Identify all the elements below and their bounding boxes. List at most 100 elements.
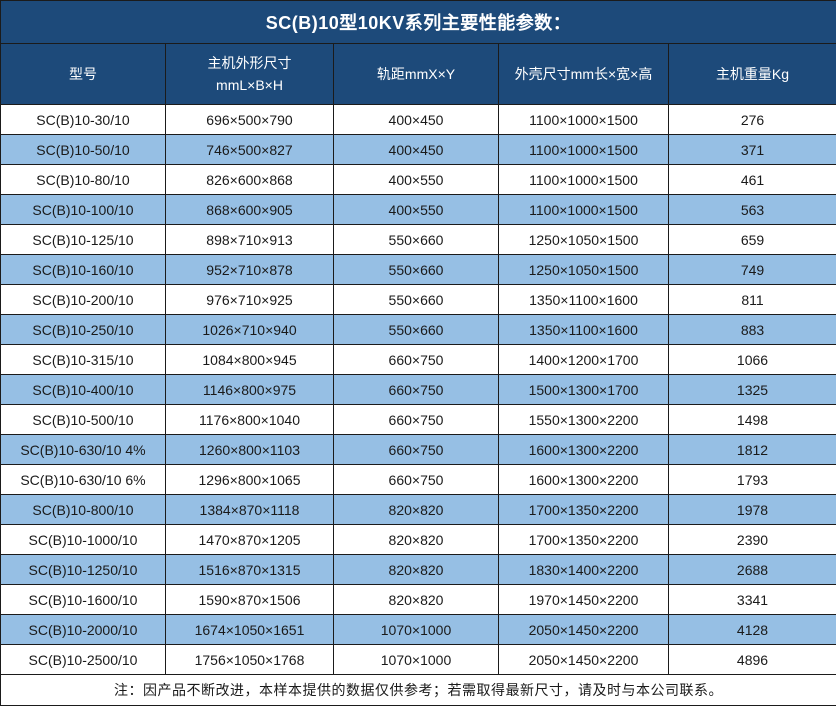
cell-rail-gauge: 400×550 — [334, 165, 499, 195]
cell-shell-dimensions: 1970×1450×2200 — [499, 585, 669, 615]
cell-model: SC(B)10-630/10 4% — [1, 435, 166, 465]
cell-host-weight: 4128 — [669, 615, 836, 645]
cell-host-weight: 883 — [669, 315, 836, 345]
cell-rail-gauge: 660×750 — [334, 465, 499, 495]
cell-host-dimensions: 952×710×878 — [166, 255, 334, 285]
table-row: SC(B)10-800/10 1384×870×1118 820×820 170… — [1, 495, 836, 525]
table-row: SC(B)10-630/10 4% 1260×800×1103 660×750 … — [1, 435, 836, 465]
cell-shell-dimensions: 2050×1450×2200 — [499, 645, 669, 675]
cell-model: SC(B)10-50/10 — [1, 135, 166, 165]
cell-rail-gauge: 400×450 — [334, 105, 499, 135]
cell-host-weight: 1812 — [669, 435, 836, 465]
cell-shell-dimensions: 1250×1050×1500 — [499, 255, 669, 285]
table-body: SC(B)10-30/10 696×500×790 400×450 1100×1… — [1, 105, 836, 675]
cell-host-weight: 1498 — [669, 405, 836, 435]
cell-model: SC(B)10-630/10 6% — [1, 465, 166, 495]
table-row: SC(B)10-630/10 6% 1296×800×1065 660×750 … — [1, 465, 836, 495]
cell-rail-gauge: 550×660 — [334, 255, 499, 285]
cell-model: SC(B)10-800/10 — [1, 495, 166, 525]
table-row: SC(B)10-1600/10 1590×870×1506 820×820 19… — [1, 585, 836, 615]
cell-rail-gauge: 1070×1000 — [334, 615, 499, 645]
cell-rail-gauge: 400×450 — [334, 135, 499, 165]
cell-shell-dimensions: 1600×1300×2200 — [499, 465, 669, 495]
table-row: SC(B)10-200/10 976×710×925 550×660 1350×… — [1, 285, 836, 315]
cell-rail-gauge: 1070×1000 — [334, 645, 499, 675]
cell-model: SC(B)10-100/10 — [1, 195, 166, 225]
cell-host-weight: 461 — [669, 165, 836, 195]
header-row: 型号 主机外形尺寸 mmL×B×H 轨距mmX×Y 外壳尺寸mm长×宽×高 主机… — [1, 44, 836, 105]
cell-host-dimensions: 1026×710×940 — [166, 315, 334, 345]
col-header-rail-gauge: 轨距mmX×Y — [334, 44, 499, 105]
table-row: SC(B)10-315/10 1084×800×945 660×750 1400… — [1, 345, 836, 375]
cell-host-dimensions: 1146×800×975 — [166, 375, 334, 405]
cell-rail-gauge: 660×750 — [334, 375, 499, 405]
cell-host-weight: 3341 — [669, 585, 836, 615]
cell-rail-gauge: 660×750 — [334, 435, 499, 465]
cell-shell-dimensions: 1350×1100×1600 — [499, 285, 669, 315]
table-row: SC(B)10-400/10 1146×800×975 660×750 1500… — [1, 375, 836, 405]
cell-host-dimensions: 1756×1050×1768 — [166, 645, 334, 675]
cell-rail-gauge: 660×750 — [334, 345, 499, 375]
cell-shell-dimensions: 1400×1200×1700 — [499, 345, 669, 375]
col-header-shell-dimensions: 外壳尺寸mm长×宽×高 — [499, 44, 669, 105]
cell-model: SC(B)10-200/10 — [1, 285, 166, 315]
table-row: SC(B)10-125/10 898×710×913 550×660 1250×… — [1, 225, 836, 255]
cell-host-weight: 1793 — [669, 465, 836, 495]
cell-host-weight: 749 — [669, 255, 836, 285]
cell-shell-dimensions: 1700×1350×2200 — [499, 495, 669, 525]
cell-host-dimensions: 1296×800×1065 — [166, 465, 334, 495]
cell-model: SC(B)10-2000/10 — [1, 615, 166, 645]
cell-rail-gauge: 820×820 — [334, 495, 499, 525]
cell-shell-dimensions: 1600×1300×2200 — [499, 435, 669, 465]
cell-rail-gauge: 820×820 — [334, 525, 499, 555]
cell-model: SC(B)10-315/10 — [1, 345, 166, 375]
cell-host-dimensions: 1470×870×1205 — [166, 525, 334, 555]
table-row: SC(B)10-1000/10 1470×870×1205 820×820 17… — [1, 525, 836, 555]
cell-rail-gauge: 820×820 — [334, 555, 499, 585]
cell-model: SC(B)10-30/10 — [1, 105, 166, 135]
cell-host-dimensions: 898×710×913 — [166, 225, 334, 255]
cell-host-dimensions: 1590×870×1506 — [166, 585, 334, 615]
cell-host-weight: 1325 — [669, 375, 836, 405]
cell-host-dimensions: 976×710×925 — [166, 285, 334, 315]
table-row: SC(B)10-2500/10 1756×1050×1768 1070×1000… — [1, 645, 836, 675]
cell-host-weight: 2688 — [669, 555, 836, 585]
table-row: SC(B)10-500/10 1176×800×1040 660×750 155… — [1, 405, 836, 435]
cell-host-dimensions: 826×600×868 — [166, 165, 334, 195]
cell-shell-dimensions: 1250×1050×1500 — [499, 225, 669, 255]
cell-model: SC(B)10-250/10 — [1, 315, 166, 345]
cell-shell-dimensions: 1700×1350×2200 — [499, 525, 669, 555]
col-header-host-weight: 主机重量Kg — [669, 44, 836, 105]
cell-host-dimensions: 1176×800×1040 — [166, 405, 334, 435]
table-row: SC(B)10-2000/10 1674×1050×1651 1070×1000… — [1, 615, 836, 645]
cell-model: SC(B)10-500/10 — [1, 405, 166, 435]
cell-shell-dimensions: 1550×1300×2200 — [499, 405, 669, 435]
cell-host-weight: 4896 — [669, 645, 836, 675]
cell-rail-gauge: 550×660 — [334, 285, 499, 315]
cell-host-weight: 1978 — [669, 495, 836, 525]
cell-model: SC(B)10-2500/10 — [1, 645, 166, 675]
cell-host-weight: 563 — [669, 195, 836, 225]
cell-model: SC(B)10-1000/10 — [1, 525, 166, 555]
col-header-line2: mmL×B×H — [170, 74, 329, 96]
cell-model: SC(B)10-400/10 — [1, 375, 166, 405]
cell-host-weight: 1066 — [669, 345, 836, 375]
cell-host-dimensions: 1084×800×945 — [166, 345, 334, 375]
footnote: 注：因产品不断改进，本样本提供的数据仅供参考；若需取得最新尺寸，请及时与本公司联… — [1, 675, 836, 706]
cell-host-weight: 371 — [669, 135, 836, 165]
cell-host-dimensions: 1260×800×1103 — [166, 435, 334, 465]
col-header-line1: 主机外形尺寸 — [170, 52, 329, 74]
title-row: SC(B)10型10KV系列主要性能参数： — [1, 1, 836, 44]
page-title: SC(B)10型10KV系列主要性能参数： — [1, 1, 836, 44]
table-row: SC(B)10-250/10 1026×710×940 550×660 1350… — [1, 315, 836, 345]
cell-host-weight: 276 — [669, 105, 836, 135]
cell-model: SC(B)10-160/10 — [1, 255, 166, 285]
cell-host-dimensions: 1384×870×1118 — [166, 495, 334, 525]
cell-shell-dimensions: 1100×1000×1500 — [499, 135, 669, 165]
cell-host-dimensions: 746×500×827 — [166, 135, 334, 165]
cell-model: SC(B)10-125/10 — [1, 225, 166, 255]
cell-shell-dimensions: 1500×1300×1700 — [499, 375, 669, 405]
cell-rail-gauge: 550×660 — [334, 315, 499, 345]
